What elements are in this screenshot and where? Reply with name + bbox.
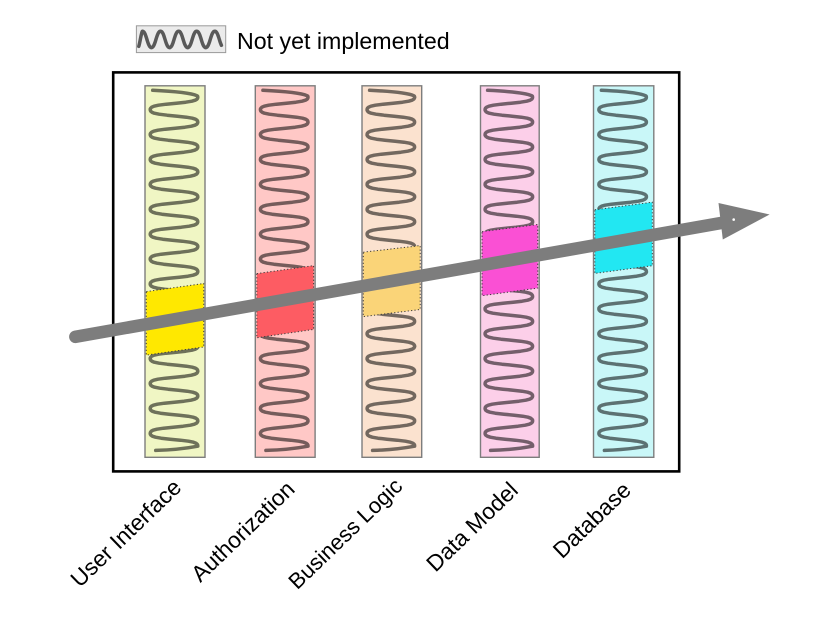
svg-text:Not yet implemented: Not yet implemented (237, 28, 450, 54)
